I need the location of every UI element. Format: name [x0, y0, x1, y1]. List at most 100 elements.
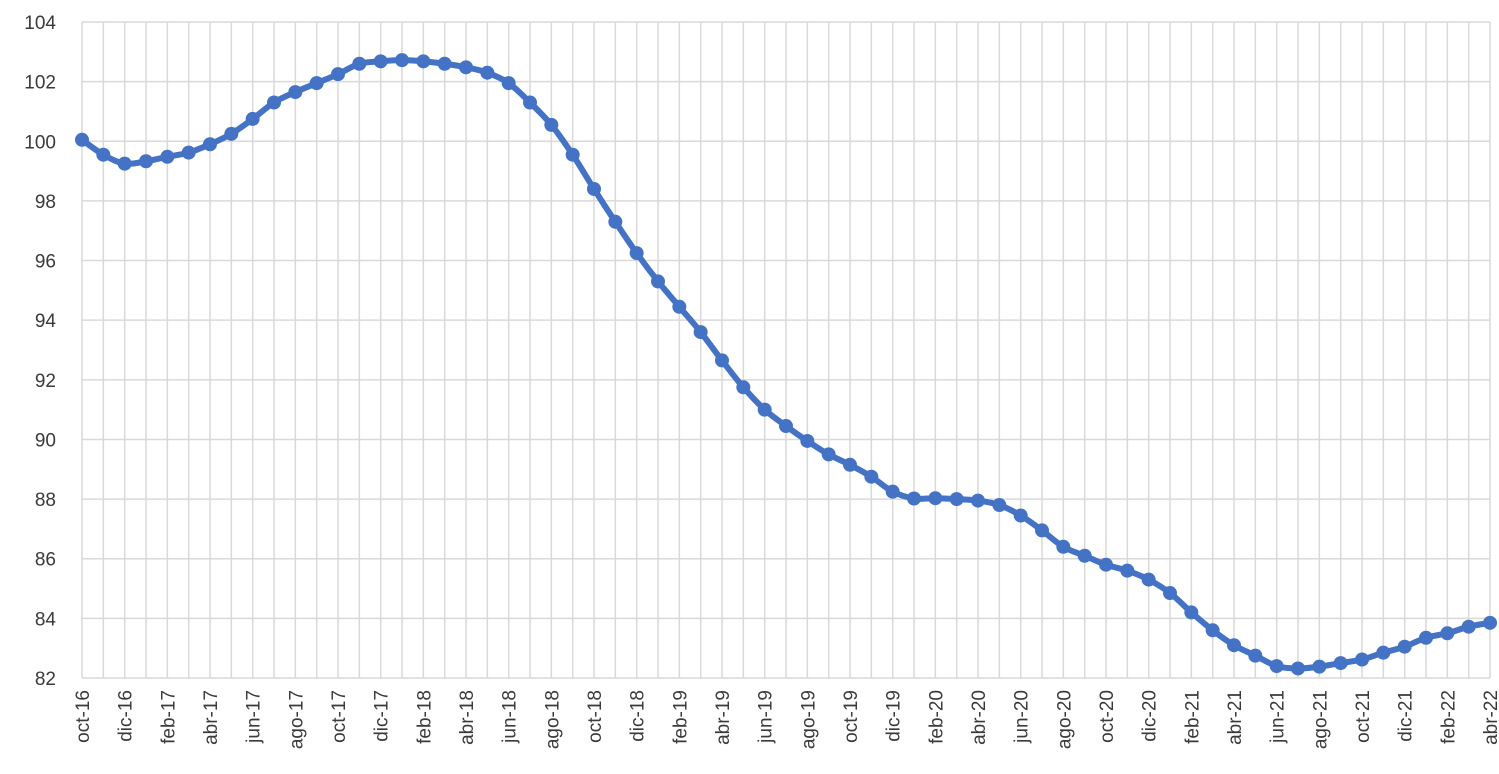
data-point	[821, 447, 836, 462]
x-tick-label: oct-17	[329, 690, 350, 743]
x-tick-label: dic-20	[1140, 690, 1161, 742]
data-point	[928, 491, 943, 506]
data-point	[1035, 523, 1049, 538]
data-point	[1269, 659, 1284, 674]
data-point	[992, 498, 1007, 513]
x-tick-label: abr-22	[1481, 690, 1499, 745]
x-tick-label: abr-18	[457, 690, 478, 745]
data-point	[1483, 615, 1497, 630]
data-point	[1333, 656, 1348, 671]
data-point	[1013, 508, 1028, 523]
x-tick-label: ago-18	[542, 690, 563, 749]
data-point	[181, 145, 196, 160]
x-tick-label: jun-19	[756, 690, 777, 744]
data-point	[501, 76, 516, 91]
data-point	[779, 419, 793, 434]
data-point	[715, 353, 729, 368]
data-point	[288, 85, 303, 100]
data-point	[1077, 548, 1092, 563]
data-point	[117, 156, 132, 171]
y-axis-tick-labels: 82 84 86 88 90 92 94 96 98 100 102 104	[24, 13, 56, 690]
data-point	[544, 117, 559, 132]
data-point	[565, 147, 580, 162]
data-point	[1440, 626, 1455, 641]
x-tick-label: ago-17	[286, 690, 307, 749]
data-point	[1227, 638, 1241, 653]
x-tick-label: abr-20	[969, 690, 990, 745]
x-tick-label: feb-22	[1438, 690, 1459, 744]
data-point	[1355, 652, 1369, 667]
y-tick-label: 98	[35, 192, 56, 213]
data-point	[352, 56, 367, 71]
data-point	[949, 492, 964, 507]
y-tick-label: 84	[35, 609, 57, 630]
y-tick-label: 104	[24, 13, 56, 34]
data-point	[1397, 639, 1412, 654]
x-tick-label: abr-19	[713, 690, 734, 745]
x-tick-label: abr-21	[1225, 690, 1246, 745]
data-point	[96, 147, 111, 162]
x-tick-label: oct-18	[585, 690, 606, 743]
data-point	[1376, 645, 1391, 660]
data-point	[1291, 661, 1305, 676]
data-point	[1461, 619, 1476, 634]
data-point	[587, 181, 601, 196]
y-tick-label: 88	[35, 490, 56, 511]
x-tick-label: ago-21	[1310, 690, 1331, 749]
x-tick-label: dic-19	[884, 690, 905, 742]
x-tick-label: feb-18	[414, 690, 435, 744]
x-tick-label: oct-21	[1353, 690, 1374, 743]
y-tick-label: 100	[24, 132, 56, 153]
x-tick-label: ago-20	[1054, 690, 1075, 749]
data-point	[907, 491, 921, 506]
data-point	[608, 214, 623, 229]
data-point	[1205, 623, 1220, 638]
data-point	[416, 54, 431, 69]
x-tick-label: dic-16	[116, 690, 137, 742]
y-tick-label: 86	[35, 550, 56, 571]
data-point	[1056, 539, 1071, 554]
data-point	[800, 433, 815, 448]
x-tick-label: dic-18	[628, 690, 649, 742]
x-axis-tick-labels: oct-16 dic-16 feb-17 abr-17 jun-17 ago-17 oct-…	[73, 690, 1499, 749]
data-point	[160, 149, 175, 164]
data-point	[75, 132, 89, 147]
data-point	[651, 274, 665, 289]
data-point	[1163, 586, 1177, 601]
data-point	[395, 53, 409, 68]
data-point	[1419, 630, 1433, 645]
data-point	[1184, 605, 1199, 620]
data-point	[224, 126, 239, 141]
data-point	[629, 246, 644, 261]
data-point	[480, 65, 495, 80]
data-point	[203, 137, 217, 152]
data-point	[1312, 659, 1327, 674]
x-tick-label: jun-17	[244, 690, 265, 744]
data-point	[373, 54, 388, 69]
y-tick-label: 94	[35, 311, 57, 332]
x-tick-label: ago-19	[798, 690, 819, 749]
data-point	[309, 76, 324, 91]
data-point	[267, 95, 281, 110]
data-point	[1248, 648, 1263, 663]
x-tick-label: jun-21	[1268, 690, 1289, 744]
data-point	[331, 67, 345, 82]
data-point	[523, 95, 537, 110]
data-point	[672, 299, 687, 314]
y-tick-label: 96	[35, 252, 56, 273]
data-point	[245, 111, 260, 126]
grid	[81, 21, 1491, 679]
x-tick-label: oct-19	[841, 690, 862, 743]
data-point	[1099, 557, 1113, 572]
x-tick-label: oct-20	[1097, 690, 1118, 743]
x-tick-label: feb-21	[1182, 690, 1203, 744]
y-tick-label: 90	[35, 430, 56, 451]
x-tick-label: dic-21	[1396, 690, 1417, 742]
x-tick-label: jun-20	[1012, 690, 1033, 744]
data-point	[757, 402, 772, 417]
x-tick-label: feb-19	[670, 690, 691, 744]
data-point	[437, 56, 452, 71]
x-tick-label: jun-18	[500, 690, 521, 744]
x-tick-label: feb-20	[926, 690, 947, 744]
